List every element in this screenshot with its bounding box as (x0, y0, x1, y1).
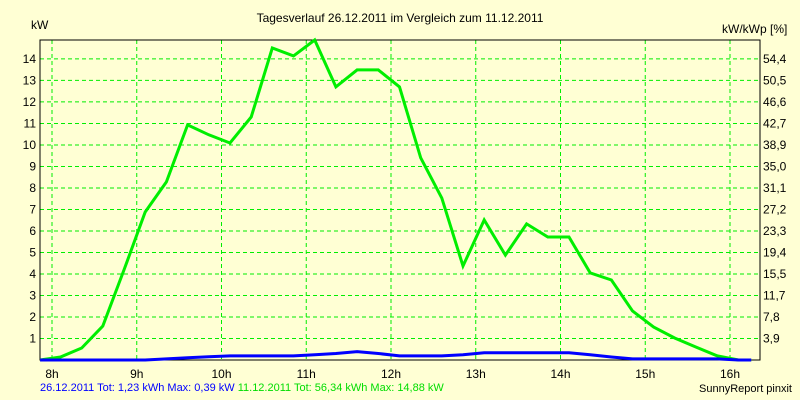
y-tick-label: 3 (29, 288, 36, 302)
y2-tick-label: 11,7 (763, 288, 786, 302)
plot-frame (39, 39, 761, 361)
y-tick-label: 7 (29, 202, 36, 216)
y-tick-label: 5 (29, 245, 36, 259)
y2-axis-label: kW/kWp [%] (722, 22, 788, 36)
legend: 26.12.2011 Tot: 1,23 kWh Max: 0,39 kW 11… (40, 382, 444, 394)
x-tick-label: 15h (635, 367, 655, 381)
x-tick-label: 8h (45, 367, 58, 381)
y-tick-label: 1 (29, 331, 36, 345)
y2-tick-label: 23,3 (763, 224, 787, 238)
y2-tick-label: 15,5 (763, 267, 787, 281)
y2-tick-label: 27,2 (763, 202, 787, 216)
chart-title: Tagesverlauf 26.12.2011 im Vergleich zum… (256, 11, 544, 25)
y2-tick-label: 50,5 (763, 73, 787, 87)
y-tick-label: 8 (29, 181, 36, 195)
y2-tick-label: 38,9 (763, 138, 787, 152)
y2-tick-label: 35,0 (763, 159, 787, 173)
series-line-11.12.2011 (39, 37, 752, 362)
legend-green: 11.12.2011 Tot: 56,34 kWh Max: 14,88 kW (237, 382, 444, 394)
x-tick-label: 14h (550, 367, 570, 381)
x-tick-label: 9h (130, 367, 143, 381)
y-axis-label: kW (31, 18, 49, 32)
x-tick-label: 13h (466, 367, 486, 381)
y-tick-label: 4 (29, 267, 36, 281)
x-tick-label: 11h (297, 367, 316, 381)
y-tick-label: 6 (29, 224, 36, 238)
x-tick-label: 10h (211, 367, 231, 381)
y-tick-label: 2 (29, 310, 36, 324)
x-tick-label: 16h (720, 367, 740, 381)
y2-tick-label: 31,1 (763, 181, 787, 195)
y-tick-label: 11 (24, 116, 37, 130)
y2-tick-label: 46,6 (763, 95, 787, 109)
y2-tick-label: 19,4 (763, 245, 787, 259)
x-tick-label: 12h (381, 367, 401, 381)
y-tick-label: 13 (23, 73, 37, 87)
credit: SunnyReport pinxit (699, 383, 792, 395)
y-tick-label: 12 (23, 95, 37, 109)
legend-blue: 26.12.2011 Tot: 1,23 kWh Max: 0,39 kW (40, 382, 235, 394)
y2-tick-label: 42,7 (763, 116, 787, 130)
y-tick-label: 14 (23, 52, 37, 66)
y2-tick-label: 7,8 (763, 310, 780, 324)
y-tick-label: 9 (29, 159, 36, 173)
y-tick-label: 10 (23, 138, 37, 152)
series-line-26.12.2011 (40, 350, 752, 362)
y2-tick-label: 3,9 (763, 331, 780, 345)
y2-tick-label: 54,4 (763, 52, 787, 66)
